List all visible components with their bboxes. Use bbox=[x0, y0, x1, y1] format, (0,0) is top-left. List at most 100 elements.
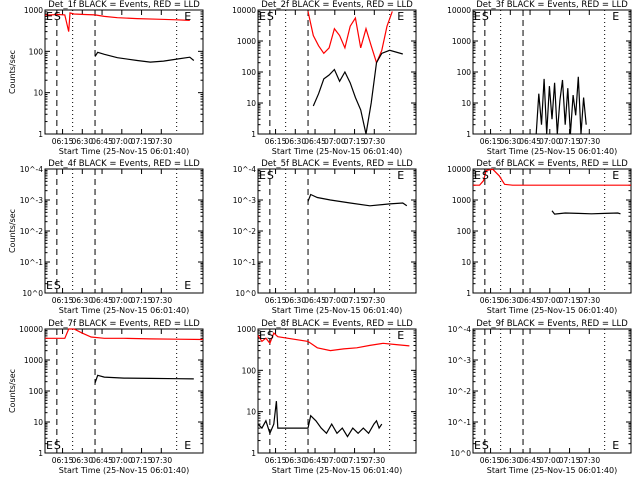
plot-frame bbox=[44, 168, 204, 294]
x-tick-label: 06:15 bbox=[265, 296, 287, 305]
data-series-line bbox=[551, 210, 621, 215]
y-tick-label: 10^-3 bbox=[233, 196, 257, 205]
x-tick-label: 07:30 bbox=[363, 137, 385, 146]
y-tick-label: 10 bbox=[246, 408, 256, 417]
y-tick-label: 10 bbox=[33, 89, 43, 98]
data-series-line bbox=[45, 328, 204, 341]
panel-title: Det_6f BLACK = Events, RED = LLD bbox=[476, 159, 628, 169]
x-tick-label: 07:30 bbox=[150, 296, 172, 305]
x-tick-label: 06:30 bbox=[284, 456, 306, 465]
panel-p1: Det_1f BLACK = Events, RED = LLD 1 10 100 10… bbox=[8, 0, 204, 156]
x-tick-label: 06:45 bbox=[304, 456, 326, 465]
y-tick-label: 1 bbox=[251, 130, 256, 139]
event-marker-label: E bbox=[46, 279, 53, 292]
x-tick-label: 07:30 bbox=[578, 456, 600, 465]
y-tick-label: 10^-1 bbox=[233, 258, 257, 267]
panel-title: Det_7f BLACK = Events, RED = LLD bbox=[48, 319, 200, 329]
panel-p6: Det_6f BLACK = Events, RED = LLD 1 10 100 10… bbox=[447, 159, 632, 315]
x-tick-label: 06:45 bbox=[519, 137, 541, 146]
panel-p9: Det_9f BLACK = Events, RED = LLD 10^0 10^-… bbox=[448, 319, 632, 475]
y-tick-label: 1 bbox=[466, 130, 471, 139]
plot-frame bbox=[257, 168, 417, 294]
x-tick-label: 07:00 bbox=[324, 456, 346, 465]
data-series-line bbox=[312, 49, 403, 135]
y-axis-label: Counts/sec bbox=[8, 50, 17, 94]
event-marker-label: E bbox=[259, 10, 266, 23]
x-tick-label: 06:15 bbox=[52, 137, 74, 146]
event-marker-label: E bbox=[184, 10, 191, 23]
y-tick-label: 10^-4 bbox=[233, 165, 257, 174]
x-tick-label: 06:30 bbox=[71, 296, 93, 305]
panel-p2: Det_2f BLACK = Events, RED = LLD 1 10 100 10… bbox=[232, 0, 417, 156]
y-tick-label: 10000 bbox=[447, 165, 471, 174]
event-marker-label: E bbox=[259, 329, 266, 342]
panel-title: Det_8f BLACK = Events, RED = LLD bbox=[261, 319, 413, 329]
y-tick-label: 10^-2 bbox=[233, 227, 257, 236]
y-tick-label: 10 bbox=[461, 258, 471, 267]
panel-title: Det_1f BLACK = Events, RED = LLD bbox=[48, 0, 200, 10]
panel-title: Det_9f BLACK = Events, RED = LLD bbox=[476, 319, 628, 329]
y-tick-label: 1000 bbox=[452, 37, 471, 46]
y-tick-label: 100 bbox=[29, 387, 44, 396]
x-tick-label: 07:00 bbox=[539, 456, 561, 465]
data-series-line bbox=[94, 374, 194, 384]
panel-p7: Det_7f BLACK = Events, RED = LLD 1 10 100 10… bbox=[8, 319, 204, 475]
y-tick-label: 10^-2 bbox=[448, 387, 472, 396]
x-tick-label: 07:30 bbox=[363, 296, 385, 305]
x-tick-label: 06:30 bbox=[71, 456, 93, 465]
data-series-line bbox=[44, 12, 190, 32]
x-tick-label: 07:15 bbox=[344, 296, 366, 305]
x-tick-label: 07:00 bbox=[324, 137, 346, 146]
x-tick-label: 07:15 bbox=[131, 137, 153, 146]
x-axis-label: Start Time (25-Nov-15 06:01:40) bbox=[272, 147, 402, 156]
x-tick-label: 06:30 bbox=[284, 137, 306, 146]
y-tick-label: 10^-1 bbox=[20, 258, 44, 267]
panel-title: Det_5f BLACK = Events, RED = LLD bbox=[261, 159, 413, 169]
event-marker-label: E bbox=[474, 169, 481, 182]
y-tick-label: 1000 bbox=[24, 356, 43, 365]
data-series-line bbox=[535, 76, 587, 135]
panel-title: Det_3f BLACK = Events, RED = LLD bbox=[476, 0, 628, 10]
event-marker-label: S bbox=[267, 329, 274, 342]
y-tick-label: 10^-2 bbox=[20, 227, 44, 236]
x-tick-label: 06:30 bbox=[499, 456, 521, 465]
x-tick-label: 06:45 bbox=[91, 296, 113, 305]
x-tick-label: 07:15 bbox=[559, 137, 581, 146]
data-series-line bbox=[94, 51, 195, 63]
x-tick-label: 06:30 bbox=[284, 296, 306, 305]
y-tick-label: 10 bbox=[33, 418, 43, 427]
x-tick-label: 07:00 bbox=[111, 137, 133, 146]
panel-p3: Det_3f BLACK = Events, RED = LLD 1 10 100 10… bbox=[447, 0, 632, 156]
y-tick-label: 100 bbox=[242, 68, 257, 77]
x-tick-label: 07:00 bbox=[111, 456, 133, 465]
x-tick-label: 07:15 bbox=[131, 456, 153, 465]
y-tick-label: 10^0 bbox=[450, 449, 471, 458]
x-tick-label: 07:30 bbox=[578, 296, 600, 305]
x-tick-label: 06:30 bbox=[499, 137, 521, 146]
y-tick-label: 10000 bbox=[19, 325, 43, 334]
data-series-line bbox=[257, 401, 383, 438]
x-tick-label: 06:15 bbox=[480, 137, 502, 146]
x-tick-label: 07:00 bbox=[539, 137, 561, 146]
event-marker-label: S bbox=[54, 10, 61, 23]
x-tick-label: 06:15 bbox=[265, 137, 287, 146]
event-marker-label: E bbox=[612, 10, 619, 23]
x-tick-label: 06:30 bbox=[71, 137, 93, 146]
event-marker-label: E bbox=[474, 10, 481, 23]
event-marker-label: E bbox=[397, 169, 404, 182]
event-marker-label: E bbox=[184, 439, 191, 452]
panel-title: Det_4f BLACK = Events, RED = LLD bbox=[48, 159, 200, 169]
y-axis-label: Counts/sec bbox=[8, 369, 17, 413]
event-marker-label: S bbox=[54, 439, 61, 452]
y-tick-label: 10^-3 bbox=[448, 356, 472, 365]
data-series-line bbox=[307, 193, 408, 207]
panel-p8: Det_8f BLACK = Events, RED = LLD 1 10 100 10… bbox=[237, 319, 417, 475]
x-tick-label: 06:45 bbox=[91, 137, 113, 146]
plot-frame bbox=[472, 328, 632, 454]
x-tick-label: 06:45 bbox=[519, 296, 541, 305]
x-tick-label: 06:45 bbox=[304, 137, 326, 146]
x-tick-label: 06:15 bbox=[52, 296, 74, 305]
x-axis-label: Start Time (25-Nov-15 06:01:40) bbox=[59, 466, 189, 475]
event-marker-label: E bbox=[397, 329, 404, 342]
